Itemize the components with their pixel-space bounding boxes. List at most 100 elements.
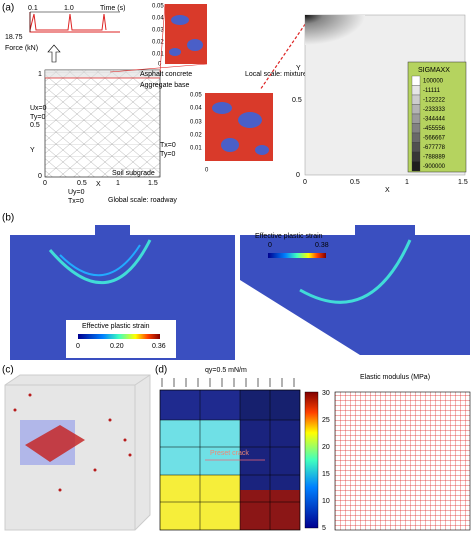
label: 0.03	[190, 120, 202, 126]
label: 0.38	[315, 242, 329, 249]
shape	[299, 239, 412, 304]
shape	[5, 374, 151, 530]
shape	[238, 112, 262, 128]
label: 0.05	[152, 4, 164, 10]
shape	[44, 69, 161, 178]
label: 0.03	[152, 28, 164, 34]
legend-swatch	[411, 94, 421, 105]
label: 18.75	[5, 34, 23, 41]
shape	[78, 334, 160, 339]
shape	[187, 39, 203, 51]
shape	[58, 488, 62, 492]
legend-value: -233333	[423, 107, 446, 113]
legend-value: -566667	[423, 136, 446, 142]
label: 0	[158, 62, 162, 68]
legend-value: -900000	[423, 164, 446, 170]
label: 1	[38, 71, 42, 78]
label: Ty=0	[160, 151, 175, 158]
shape	[255, 145, 269, 155]
label: Time (s)	[100, 5, 125, 12]
shape	[334, 391, 471, 531]
shape	[48, 239, 152, 285]
shape	[13, 408, 17, 412]
label: Effective plastic strain	[255, 233, 323, 240]
label: Force (kN)	[5, 45, 38, 52]
label: Global scale: roadway	[108, 197, 177, 204]
shape	[128, 453, 132, 457]
legend-swatch	[411, 151, 421, 162]
shape	[221, 138, 239, 152]
group: 100000 -11111 -122222 -233333 -344444 -455556…	[411, 75, 446, 172]
legend-swatch	[411, 132, 421, 143]
shape	[161, 378, 295, 387]
shape	[259, 19, 309, 91]
label: Aggregate base	[140, 82, 190, 89]
shape	[93, 468, 97, 472]
shape	[212, 102, 232, 114]
label: 1.5	[148, 180, 158, 187]
label: Y	[30, 147, 35, 154]
label: (b)	[2, 213, 14, 224]
shape	[268, 253, 326, 258]
shape	[123, 438, 127, 442]
label: 0	[76, 343, 80, 350]
label: 1.0	[64, 5, 74, 12]
label: 0	[205, 168, 209, 174]
label: Asphalt concrete	[140, 71, 192, 78]
shape	[304, 391, 319, 529]
label: 0.5	[350, 179, 360, 186]
label: 10	[322, 498, 330, 505]
group	[13, 393, 132, 492]
label: (a)	[2, 3, 14, 14]
label: 0.05	[190, 93, 202, 99]
label: Y	[296, 65, 301, 72]
label: 5	[322, 525, 326, 532]
shape	[29, 12, 120, 33]
shape	[108, 418, 112, 422]
label: 0.5	[77, 180, 87, 187]
label: 0.04	[190, 106, 202, 112]
label: Uy=0	[68, 189, 85, 196]
label: 1.5	[458, 179, 468, 186]
legend-swatch	[411, 85, 421, 96]
label: 0.1	[28, 5, 38, 12]
label: Ux=0	[30, 105, 47, 112]
label: 0.04	[152, 16, 164, 22]
label: (d)	[155, 365, 167, 376]
label: qy=0.5 mN/m	[205, 367, 247, 374]
legend-value: -11111	[423, 88, 441, 94]
shape	[171, 15, 189, 25]
shape	[160, 390, 300, 530]
label: 0	[268, 242, 272, 249]
label: 0.36	[152, 343, 166, 350]
label: 25	[322, 417, 330, 424]
shape	[29, 11, 120, 32]
legend-swatch	[411, 123, 421, 134]
legend-value: 100000	[423, 79, 444, 85]
label: Effective plastic strain	[82, 323, 150, 330]
label: Soil subgrade	[112, 170, 155, 177]
legend-swatch	[411, 75, 421, 86]
label: 0.01	[152, 52, 164, 58]
legend-swatch	[411, 161, 421, 172]
shape	[240, 225, 470, 355]
shape	[109, 63, 208, 73]
label: Preset crack	[210, 450, 249, 457]
shape	[4, 374, 151, 531]
label: 20	[322, 444, 330, 451]
label: 0.5	[292, 97, 302, 104]
legend-swatch	[411, 104, 421, 115]
shape	[45, 70, 160, 78]
legend-value: -788889	[423, 155, 446, 161]
label: Ty=0	[30, 114, 45, 121]
label: 1	[405, 179, 409, 186]
label: 0.02	[190, 133, 202, 139]
label: 0	[38, 173, 42, 180]
shape	[169, 48, 181, 56]
label: 0	[303, 179, 307, 186]
label: (c)	[2, 365, 14, 376]
legend-value: -677778	[423, 145, 446, 151]
shape	[159, 389, 301, 531]
label: X	[385, 187, 390, 194]
